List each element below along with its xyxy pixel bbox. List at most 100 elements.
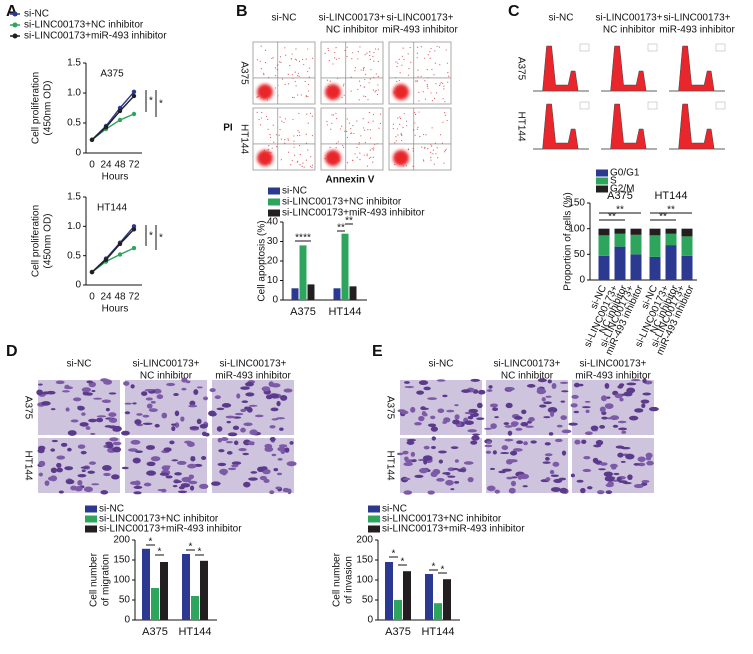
event [363, 95, 365, 97]
point [117, 117, 123, 123]
cell [437, 408, 445, 414]
cell [593, 444, 602, 448]
cell [467, 415, 474, 420]
annotation: * [401, 557, 405, 568]
y-tick-label: 100 [356, 575, 373, 586]
cell [196, 418, 202, 425]
event [264, 62, 267, 64]
event [299, 164, 301, 166]
cell [537, 378, 547, 383]
cell [264, 443, 273, 449]
cell [143, 482, 152, 487]
event [417, 69, 419, 71]
event [291, 160, 293, 162]
event [364, 79, 366, 81]
column-header: NC inhibitor [140, 371, 193, 382]
event [306, 113, 308, 115]
event [284, 83, 286, 86]
event [430, 47, 432, 50]
event [435, 83, 437, 85]
cell [80, 450, 87, 455]
event [354, 153, 356, 155]
cell [225, 415, 236, 419]
cell [574, 439, 581, 445]
series-line [91, 91, 135, 141]
cell [578, 383, 584, 387]
cell [525, 425, 534, 428]
series-line [91, 95, 135, 141]
event [339, 128, 341, 130]
event [267, 128, 269, 130]
cell [96, 415, 107, 418]
y-tick-label: 150 [568, 198, 585, 209]
event [420, 46, 422, 48]
cell [601, 395, 607, 402]
cell [599, 424, 606, 429]
series-line [91, 228, 135, 273]
cell [209, 411, 217, 417]
y-tick-label: 200 [356, 535, 373, 546]
event [414, 134, 416, 136]
event [399, 117, 402, 120]
cell [642, 392, 652, 396]
annotation: ** [616, 205, 624, 216]
cell [242, 452, 249, 456]
event [356, 156, 358, 158]
cell [505, 459, 513, 465]
cell [609, 463, 618, 469]
cell [584, 400, 591, 403]
event [396, 66, 398, 68]
cell [403, 381, 410, 384]
event [358, 142, 360, 144]
annotation: * [441, 565, 445, 576]
event [333, 114, 335, 116]
cell [630, 379, 641, 382]
event [267, 118, 269, 121]
event [367, 129, 369, 131]
image [530, 100, 592, 153]
row-label: HT144 [384, 450, 395, 480]
event [310, 156, 312, 158]
x-tick-label: HT144 [178, 626, 211, 638]
event [369, 129, 371, 131]
cell [169, 440, 175, 445]
event [401, 55, 404, 57]
cell [77, 474, 87, 478]
annotation: ** [295, 233, 303, 244]
cell [163, 447, 172, 452]
cell [108, 392, 117, 395]
event [374, 91, 376, 93]
cell [403, 462, 413, 467]
cell [450, 488, 455, 491]
cell [233, 440, 239, 446]
event [305, 159, 307, 161]
event [438, 46, 441, 48]
event [275, 134, 278, 136]
event [356, 146, 358, 149]
event [443, 151, 446, 153]
cell [101, 399, 112, 404]
cell [181, 476, 192, 483]
event [445, 148, 447, 150]
column-header: miR-493 inhibitor [382, 25, 458, 36]
cell [269, 490, 275, 495]
event [377, 89, 379, 91]
bar [160, 562, 168, 620]
event [376, 93, 379, 96]
image [320, 41, 384, 105]
event [442, 98, 444, 100]
event [418, 100, 420, 102]
cell [217, 437, 223, 443]
bar [434, 603, 442, 620]
event [288, 151, 290, 153]
cell [637, 462, 646, 467]
cell [530, 440, 537, 444]
cell [442, 394, 448, 398]
cell [189, 400, 196, 406]
annotation: * [392, 549, 396, 560]
image [666, 42, 728, 95]
cluster [257, 84, 273, 100]
cell [275, 417, 286, 420]
hist-peak [669, 103, 725, 150]
event [276, 69, 278, 71]
